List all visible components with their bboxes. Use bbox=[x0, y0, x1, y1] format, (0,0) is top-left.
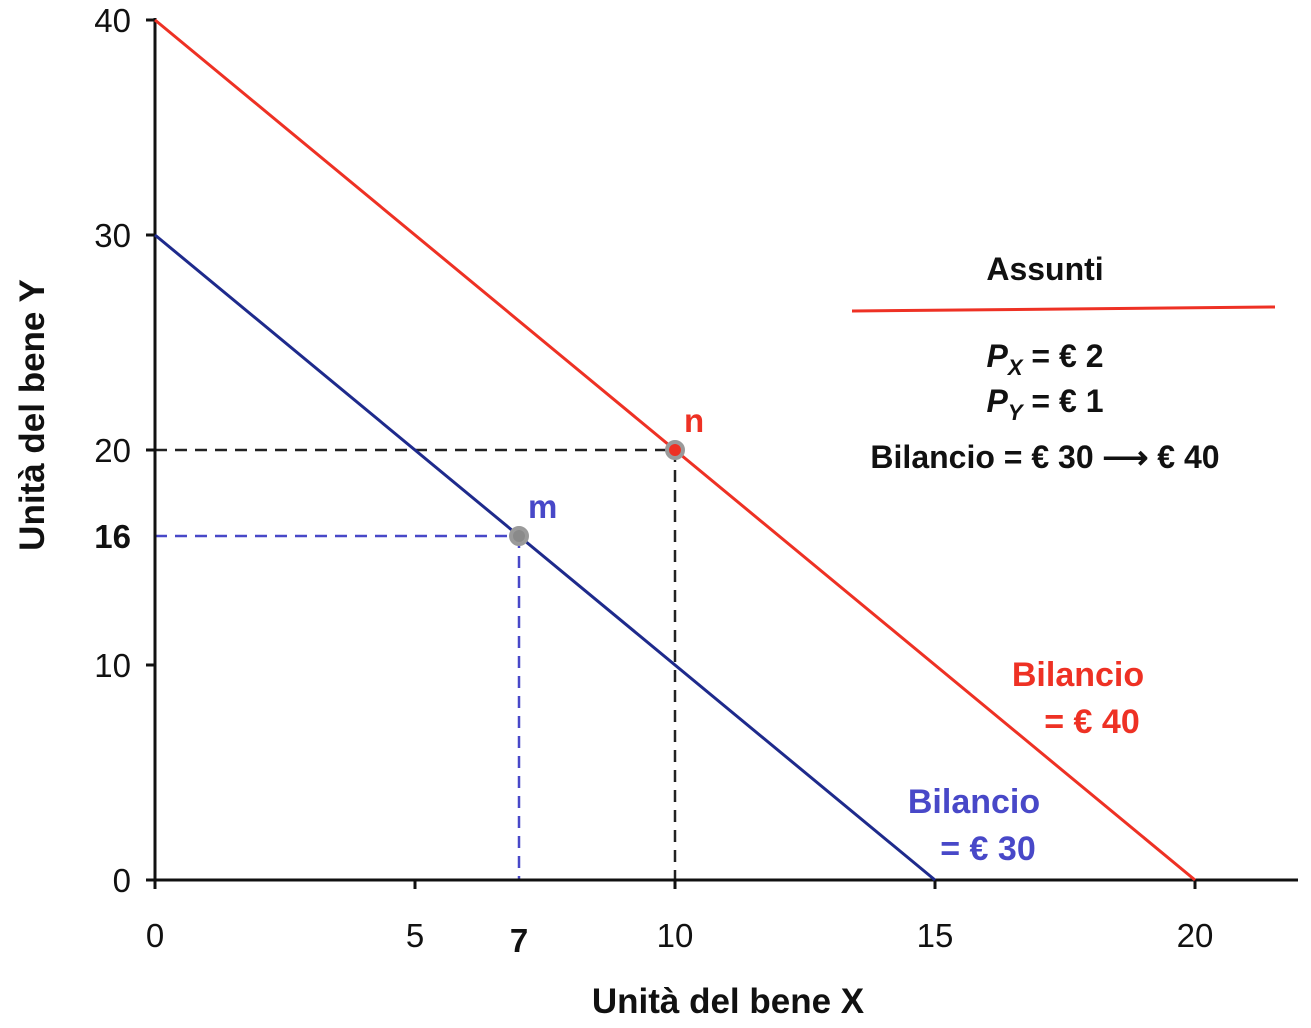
point-n bbox=[665, 440, 685, 460]
x-highlight-label: 7 bbox=[510, 922, 528, 959]
legend-line-0: PX = € 2 bbox=[987, 338, 1104, 380]
legend-title: Assunti bbox=[986, 251, 1103, 287]
y-tick-label: 0 bbox=[113, 862, 131, 899]
legend-value: = € 2 bbox=[1023, 338, 1104, 374]
x-tick-label: 15 bbox=[917, 917, 954, 954]
legend-symbol: P bbox=[987, 338, 1009, 374]
x-tick-label: 5 bbox=[406, 917, 424, 954]
legend-rule bbox=[851, 305, 1276, 313]
series-labels: Bilancio = € 30 Bilancio = € 40 bbox=[908, 656, 1144, 868]
series-label-line: = € 40 bbox=[1044, 703, 1139, 741]
y-tick-label: 20 bbox=[94, 432, 131, 469]
legend-line-2: Bilancio = € 30 ⟶ € 40 bbox=[870, 439, 1219, 475]
y-highlight-label: 16 bbox=[94, 518, 131, 555]
legend-line-1: PY = € 1 bbox=[987, 383, 1104, 425]
legend-value: Bilancio = € 30 ⟶ € 40 bbox=[870, 439, 1219, 475]
y-tick-label: 40 bbox=[94, 2, 131, 39]
series-line-0 bbox=[154, 233, 936, 882]
x-tick-label: 10 bbox=[657, 917, 694, 954]
y-tick-label: 30 bbox=[94, 217, 131, 254]
highlight-points: mn bbox=[509, 402, 704, 546]
series-label-0: Bilancio = € 30 bbox=[908, 783, 1040, 868]
point-m bbox=[509, 526, 529, 546]
legend-symbol: P bbox=[987, 383, 1009, 419]
guide-lines bbox=[155, 448, 677, 880]
y-axis-title: Unità del bene Y bbox=[13, 279, 52, 551]
point-label-n: n bbox=[684, 402, 704, 439]
tick-marks: 0 5 10 15 20 0 10 20 30 40 7 16 bbox=[94, 2, 1213, 959]
series-label-1: Bilancio = € 40 bbox=[1012, 656, 1144, 741]
x-tick-label: 0 bbox=[146, 917, 164, 954]
legend-value: = € 1 bbox=[1023, 383, 1104, 419]
x-tick-label: 20 bbox=[1177, 917, 1214, 954]
series-label-line: Bilancio bbox=[908, 783, 1040, 821]
point-label-m: m bbox=[528, 488, 557, 525]
y-tick-label: 10 bbox=[94, 647, 131, 684]
legend-subscript: Y bbox=[1008, 400, 1025, 425]
x-axis-title: Unità del bene X bbox=[592, 982, 865, 1021]
legend-subscript: X bbox=[1006, 355, 1024, 380]
series-label-line: = € 30 bbox=[940, 830, 1035, 868]
series-label-line: Bilancio bbox=[1012, 656, 1144, 694]
